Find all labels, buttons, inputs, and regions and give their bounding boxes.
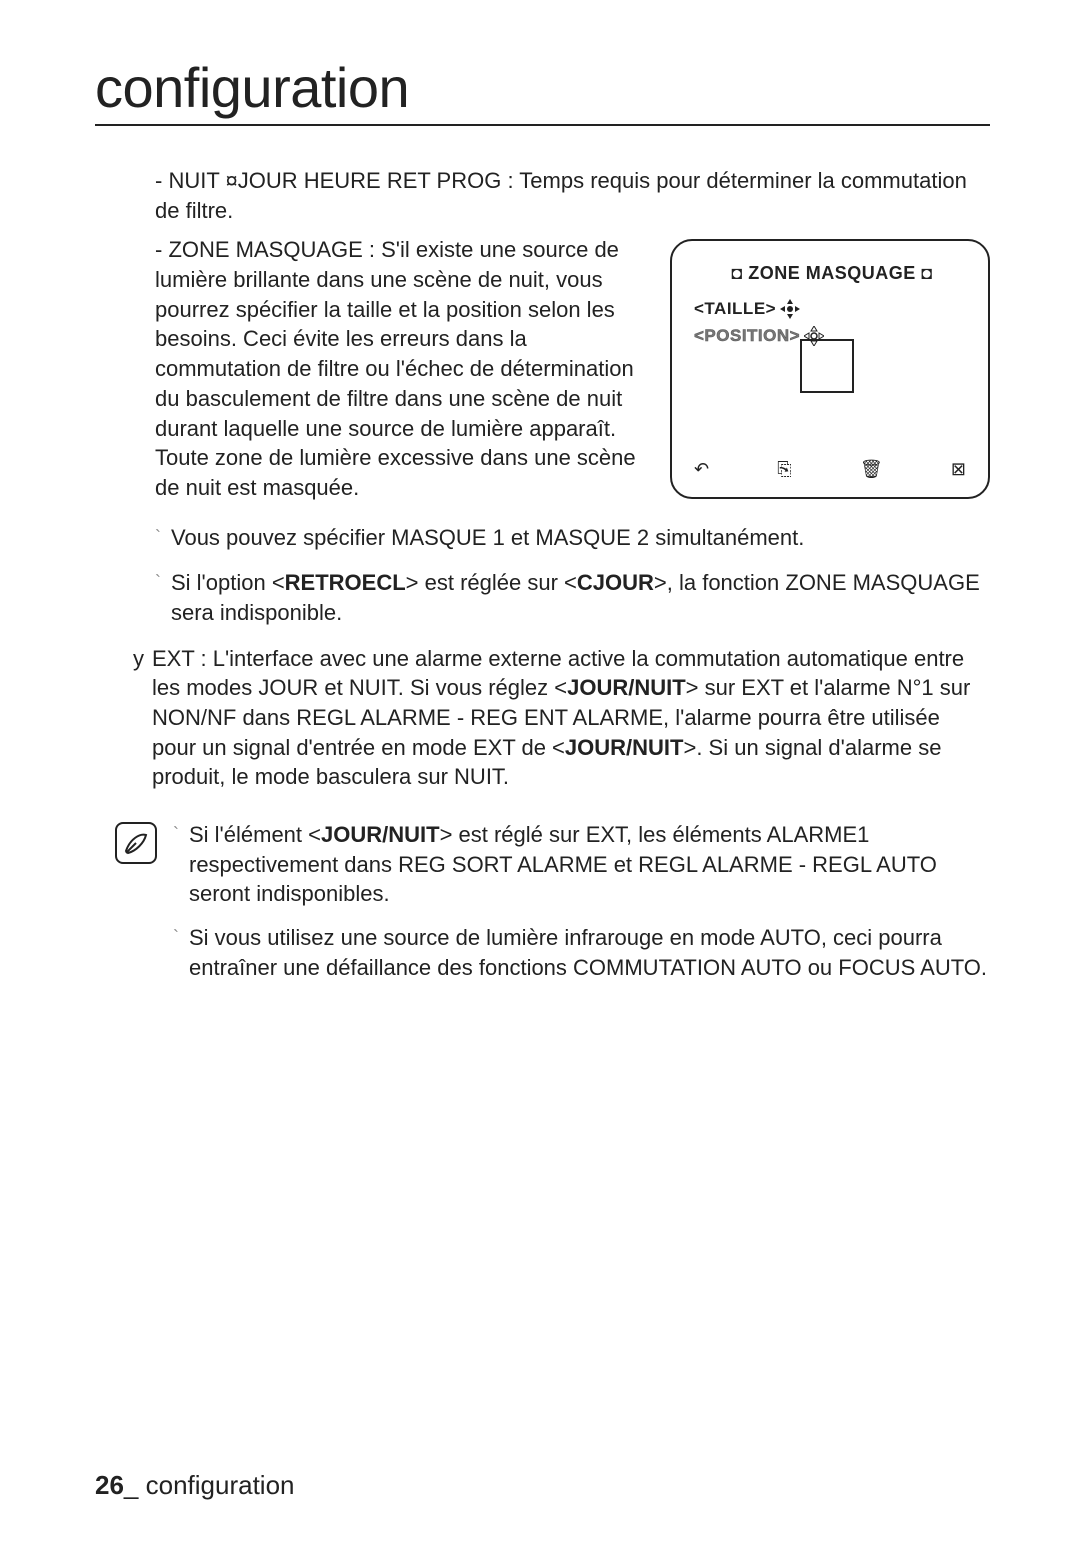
diagram-taille-row: <TAILLE> (694, 298, 970, 321)
position-label: <POSITION> (694, 325, 800, 348)
zone-masquage-diagram: ◘ ZONE MASQUAGE ◘ <TAILLE> <POSITION> ↶ … (670, 239, 990, 499)
diagram-icon-row: ↶ ⎘ 🗑 ⊠ (694, 457, 966, 481)
bullet-item: ` Vous pouvez spécifier MASQUE 1 et MASQ… (155, 523, 990, 553)
title-box-right: ◘ (921, 263, 932, 283)
bullet-marker: ` (155, 523, 161, 553)
y-text: EXT : L'interface avec une alarme extern… (152, 644, 990, 792)
bullet-marker: ` (173, 923, 179, 982)
footer-sep: _ (124, 1470, 146, 1500)
joystick-icon (780, 299, 800, 319)
bullet-text: Si l'élément <JOUR/NUIT> est réglé sur E… (189, 820, 990, 909)
back-icon: ↶ (694, 457, 709, 481)
bullet-list-1: ` Vous pouvez spécifier MASQUE 1 et MASQ… (155, 523, 990, 628)
bullet-item: ` Si l'élément <JOUR/NUIT> est réglé sur… (173, 820, 990, 909)
bullet-text: Vous pouvez spécifier MASQUE 1 et MASQUE… (171, 523, 990, 553)
note-bullets: ` Si l'élément <JOUR/NUIT> est réglé sur… (173, 820, 990, 996)
bullet-marker: ` (173, 820, 179, 909)
bullet-text: Si vous utilisez une source de lumière i… (189, 923, 990, 982)
para-nuit: - NUIT ¤JOUR HEURE RET PROG : Temps requ… (155, 166, 990, 225)
taille-label: <TAILLE> (694, 298, 776, 321)
para-zone: - ZONE MASQUAGE : S'il existe une source… (155, 235, 652, 502)
close-icon: ⊠ (951, 457, 966, 481)
delete-icon: 🗑 (860, 457, 883, 481)
bullet-text: Si l'option <RETROECL> est réglée sur <C… (171, 568, 990, 627)
save-icon: ⎘ (777, 457, 791, 481)
diagram-title: ZONE MASQUAGE (748, 263, 916, 283)
y-paragraph: y EXT : L'interface avec une alarme exte… (133, 644, 990, 792)
bullet-marker: ` (155, 568, 161, 627)
page-title: configuration (95, 55, 990, 126)
note-icon (115, 822, 157, 864)
bullet-item: ` Si vous utilisez une source de lumière… (173, 923, 990, 982)
content-area: - NUIT ¤JOUR HEURE RET PROG : Temps requ… (95, 166, 990, 997)
diagram-title-row: ◘ ZONE MASQUAGE ◘ (694, 261, 970, 285)
bullet-item: ` Si l'option <RETROECL> est réglée sur … (155, 568, 990, 627)
mask-box (800, 339, 854, 393)
zone-row: - ZONE MASQUAGE : S'il existe une source… (155, 235, 990, 502)
footer-label: configuration (146, 1470, 295, 1500)
page-footer: 26_ configuration (95, 1470, 295, 1501)
page-number: 26 (95, 1470, 124, 1500)
note-block: ` Si l'élément <JOUR/NUIT> est réglé sur… (115, 820, 990, 996)
title-box-left: ◘ (731, 263, 742, 283)
y-marker: y (133, 644, 144, 792)
